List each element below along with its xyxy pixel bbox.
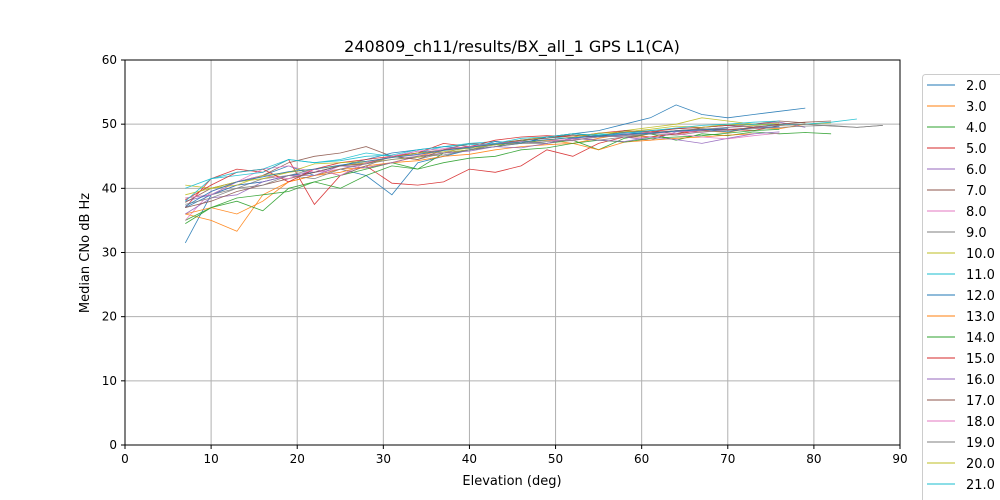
legend-label: 20.0: [966, 457, 995, 472]
y-tick-label: 60: [102, 53, 117, 67]
legend-label: 3.0: [966, 100, 987, 115]
legend-label: 12.0: [966, 289, 995, 304]
series-line-7.0: [185, 120, 806, 203]
legend: 2.0 3.0 4.0 5.0 6.0 7.0 8.0 9.0 10.0 11.0 12.0 13.0…: [922, 74, 1000, 500]
legend-label: 15.0: [966, 352, 995, 367]
legend-label: 17.0: [966, 394, 995, 409]
legend-label: 7.0: [966, 184, 987, 199]
legend-label: 13.0: [966, 310, 995, 325]
y-tick-label: 40: [102, 181, 117, 195]
y-tick-label: 20: [102, 310, 117, 324]
legend-frame: [922, 74, 1000, 500]
legend-label: 18.0: [966, 415, 995, 430]
x-tick-label: 30: [376, 452, 391, 466]
y-tick-label: 30: [102, 246, 117, 260]
x-axis-label: Elevation (deg): [462, 474, 561, 489]
legend-label: 5.0: [966, 142, 987, 157]
legend-label: 6.0: [966, 163, 987, 178]
series-line-19.0: [185, 123, 883, 205]
series-line-13.0: [185, 133, 754, 215]
legend-label: 11.0: [966, 268, 995, 283]
series-line-12.0: [185, 126, 780, 208]
legend-label: 16.0: [966, 373, 995, 388]
series-line-18.0: [185, 132, 780, 199]
legend-label: 21.0: [966, 478, 995, 493]
x-tick-label: 80: [806, 452, 821, 466]
y-tick-label: 50: [102, 117, 117, 131]
legend-label: 4.0: [966, 121, 987, 136]
series-line-9.0: [185, 124, 883, 199]
series-line-22.0: [185, 128, 728, 207]
x-tick-label: 90: [892, 452, 907, 466]
series-line-8.0: [185, 126, 780, 221]
x-tick-label: 10: [203, 452, 218, 466]
series-line-5.0: [185, 123, 806, 208]
x-tick-label: 60: [634, 452, 649, 466]
series-line-16.0: [185, 131, 780, 215]
x-tick-label: 0: [121, 452, 129, 466]
x-tick-label: 20: [290, 452, 305, 466]
series-line-21.0: [185, 120, 780, 202]
legend-label: 2.0: [966, 79, 987, 94]
grid: [124, 59, 901, 446]
series-lines: [184, 104, 883, 244]
x-tick-label: 50: [548, 452, 563, 466]
chart-title: 240809_ch11/results/BX_all_1 GPS L1(CA): [344, 37, 680, 57]
x-tick-label: 70: [720, 452, 735, 466]
series-line-14.0: [185, 128, 780, 224]
legend-label: 9.0: [966, 226, 987, 241]
y-tick-label: 10: [102, 374, 117, 388]
series-line-11.0: [185, 118, 857, 189]
legend-label: 19.0: [966, 436, 995, 451]
series-line-17.0: [185, 120, 832, 208]
legend-label: 8.0: [966, 205, 987, 220]
axis-ticks: 0 10 20 30 40 50 60 70 80 90 0 10 20 30 40 50 60: [102, 53, 908, 466]
x-tick-label: 40: [462, 452, 477, 466]
legend-label: 10.0: [966, 247, 995, 262]
y-axis-label: Median CNo dB Hz: [78, 193, 93, 313]
y-tick-label: 0: [109, 438, 117, 452]
legend-label: 14.0: [966, 331, 995, 346]
